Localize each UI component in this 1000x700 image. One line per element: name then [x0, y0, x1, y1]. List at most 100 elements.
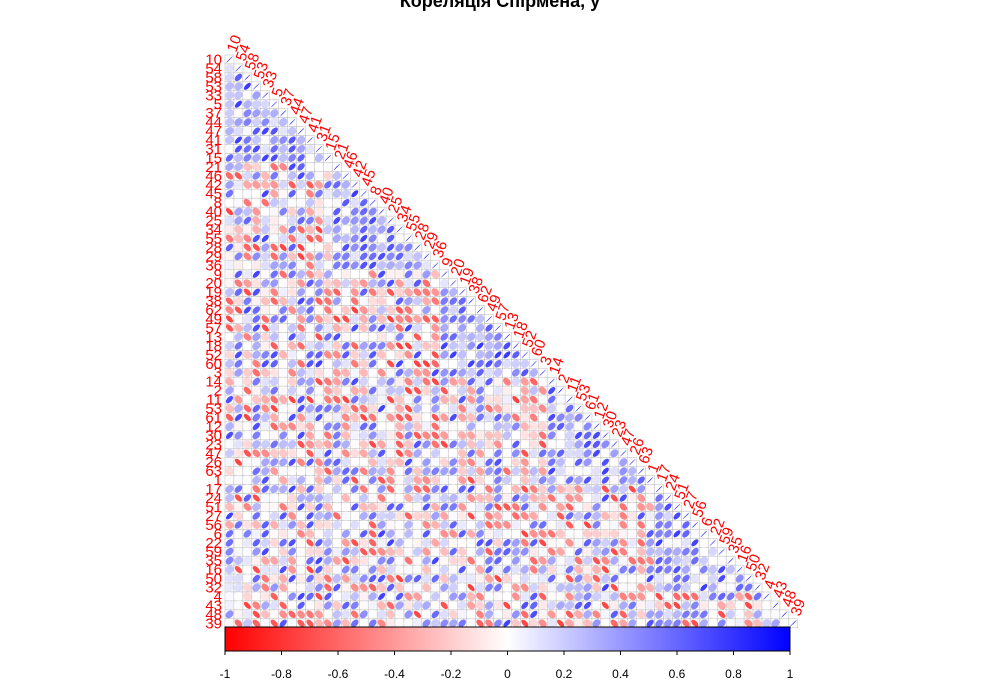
cell-ellipse	[377, 225, 386, 234]
cell-ellipse	[279, 117, 288, 127]
cell-ellipse	[297, 163, 305, 171]
cell-ellipse	[341, 287, 351, 297]
cell-ellipse	[297, 377, 306, 386]
cell-ellipse	[333, 163, 341, 171]
cell-ellipse	[359, 252, 368, 261]
cell-ellipse	[341, 180, 350, 189]
cell-ellipse	[351, 181, 358, 188]
cell-ellipse	[315, 378, 323, 386]
cell-ellipse	[529, 368, 538, 377]
cell-ellipse	[252, 180, 261, 189]
cell-ellipse	[315, 360, 323, 368]
cell-ellipse	[359, 323, 368, 333]
cell-ellipse	[287, 377, 297, 386]
cell-ellipse	[405, 235, 412, 242]
cell-ellipse	[360, 243, 368, 252]
cell-ellipse	[341, 305, 351, 315]
cell-ellipse	[270, 261, 279, 270]
cell-ellipse	[323, 260, 333, 270]
cell-ellipse	[243, 154, 252, 162]
legend-tick-label: -0.2	[441, 667, 462, 681]
cell-ellipse	[234, 288, 243, 296]
cell-ellipse	[377, 314, 386, 324]
cell-ellipse	[234, 296, 243, 306]
cell-ellipse	[278, 171, 288, 181]
cell-ellipse	[448, 359, 458, 369]
cell-ellipse	[430, 278, 440, 288]
cell-ellipse	[306, 234, 314, 243]
cell-ellipse	[306, 216, 314, 225]
cell-ellipse	[288, 261, 297, 270]
cell-ellipse	[234, 234, 243, 243]
cell-ellipse	[440, 297, 449, 305]
cell-ellipse	[422, 270, 431, 279]
cell-ellipse	[351, 324, 359, 332]
cell-ellipse	[503, 333, 511, 341]
cell-ellipse	[404, 324, 413, 332]
cell-ellipse	[233, 377, 243, 387]
cell-ellipse	[252, 270, 260, 278]
cell-ellipse	[314, 315, 323, 324]
cell-ellipse	[306, 270, 314, 279]
cell-ellipse	[412, 305, 422, 315]
cell-ellipse	[305, 198, 315, 207]
cell-ellipse	[243, 180, 252, 189]
cell-ellipse	[404, 243, 413, 252]
cell-ellipse	[378, 324, 386, 332]
cell-ellipse	[234, 260, 243, 270]
cell-ellipse	[297, 243, 305, 251]
cell-ellipse	[342, 342, 350, 350]
cell-ellipse	[439, 359, 449, 369]
cell-ellipse	[287, 207, 297, 216]
cell-ellipse	[225, 100, 234, 109]
cell-ellipse	[359, 279, 368, 288]
cell-ellipse	[368, 252, 377, 261]
cell-ellipse	[314, 207, 324, 217]
cell-ellipse	[314, 162, 324, 172]
cell-ellipse	[386, 234, 395, 243]
cell-ellipse	[332, 234, 341, 243]
cell-ellipse	[279, 136, 288, 144]
cell-ellipse	[252, 117, 261, 127]
cell-ellipse	[332, 297, 341, 306]
cell-ellipse	[422, 360, 430, 368]
cell-ellipse	[493, 368, 503, 377]
cell-ellipse	[377, 279, 386, 288]
cell-ellipse	[270, 189, 279, 198]
cell-ellipse	[332, 368, 341, 377]
cell-ellipse	[261, 234, 269, 243]
cell-ellipse	[252, 135, 261, 145]
cell-ellipse	[323, 278, 333, 288]
cell-ellipse	[243, 118, 252, 127]
cell-ellipse	[449, 369, 457, 377]
cell-ellipse	[261, 243, 270, 252]
cell-ellipse	[225, 287, 234, 297]
cell-ellipse	[252, 127, 260, 135]
cell-ellipse	[252, 252, 261, 261]
cell-ellipse	[341, 377, 350, 386]
cell-ellipse	[287, 296, 297, 306]
cell-ellipse	[323, 341, 333, 351]
cell-ellipse	[350, 368, 360, 378]
cell-ellipse	[369, 261, 377, 269]
cell-ellipse	[234, 225, 243, 234]
cell-ellipse	[270, 270, 279, 279]
cell-ellipse	[261, 324, 269, 332]
cell-ellipse	[342, 261, 350, 270]
cell-ellipse	[296, 189, 306, 199]
cell-ellipse	[279, 350, 288, 359]
cell-ellipse	[225, 269, 234, 279]
cell-ellipse	[332, 377, 341, 386]
cell-ellipse	[243, 288, 252, 296]
cell-ellipse	[306, 252, 315, 261]
cell-ellipse	[466, 350, 476, 360]
cell-ellipse	[431, 315, 440, 323]
cell-ellipse	[341, 323, 351, 333]
cell-ellipse	[448, 323, 458, 333]
cell-ellipse	[431, 360, 440, 368]
cell-ellipse	[296, 135, 306, 145]
cell-ellipse	[234, 359, 243, 368]
cell-ellipse	[332, 359, 342, 368]
cell-ellipse	[243, 368, 252, 377]
cell-ellipse	[270, 135, 279, 145]
